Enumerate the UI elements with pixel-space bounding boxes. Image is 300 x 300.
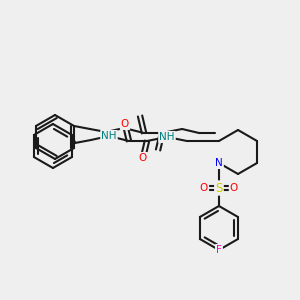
Text: O: O bbox=[139, 153, 147, 163]
Text: F: F bbox=[216, 245, 222, 255]
Text: NH: NH bbox=[101, 131, 117, 141]
Text: O: O bbox=[200, 183, 208, 193]
Text: N: N bbox=[215, 158, 223, 168]
Text: O: O bbox=[121, 119, 129, 129]
Text: S: S bbox=[215, 182, 223, 194]
Text: NH: NH bbox=[159, 132, 175, 142]
Text: O: O bbox=[230, 183, 238, 193]
